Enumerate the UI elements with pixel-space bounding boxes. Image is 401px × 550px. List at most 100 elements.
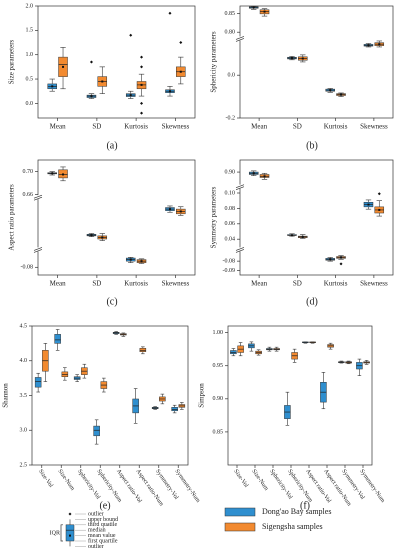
key-iqr: IQR [50,530,60,536]
mean-marker [301,235,304,238]
mean-marker [329,89,332,92]
mean-marker [62,173,65,176]
y-tick-label: 0.85 [225,11,236,17]
y-axis-label: Shannon [2,383,10,408]
axis-break [237,36,243,41]
mean-marker [340,256,343,259]
y-tick-label: 0.85 [213,429,224,435]
key-label: median [88,528,106,534]
mean-marker [367,44,370,47]
legend-swatch [224,522,256,532]
y-tick-label: 2.0 [26,3,34,9]
y-tick-label: -0.2 [226,115,236,121]
outlier [179,41,183,45]
panel-label: (c) [106,296,117,307]
mean-marker [252,6,255,9]
plot-frame [31,325,189,466]
y-tick-label: -0.08 [223,259,236,265]
mean-marker [62,65,65,68]
mean-marker [90,95,93,98]
y-tick-label: 0.06 [225,221,236,227]
x-tick-label: Kurtosis [324,123,348,131]
y-tick-label: -0.09 [223,268,236,274]
y-tick-label: 0.70 [23,169,34,175]
outlier [140,111,144,115]
plot-frame [239,5,394,119]
outlier [377,192,381,196]
key-label: outlier [88,511,104,517]
y-tick-label: 1.00 [213,330,224,336]
x-tick-label: Skewness [162,123,190,131]
y-axis-label: Size parameters [8,39,16,84]
y-tick-label: -0.08 [21,265,34,271]
key-label: upper bound [88,517,118,523]
y-tick-label: 0.90 [213,396,224,402]
legend-label: Sigengsha samples [262,522,323,531]
mean-marker [340,93,343,96]
x-tick-label: Size-Vol [37,468,54,489]
outlier [140,101,144,105]
key-outlier [68,512,72,516]
y-tick-label: 3.0 [20,428,28,434]
key-label: outlier [88,544,104,550]
mean-marker [329,258,332,261]
x-tick-label: Size-Vol [232,468,249,489]
outlier [339,262,343,266]
x-tick-label: Kurtosis [124,123,148,131]
box [93,425,100,437]
plot-frame [37,5,196,119]
axis-break-mark [235,36,245,42]
x-tick-label: Skewness [360,280,388,288]
key-box [65,524,75,542]
y-tick-label: 0.90 [225,169,236,175]
axis-break [237,247,243,252]
outlier [129,33,133,37]
axis-break-mark [235,184,245,190]
mean-marker [140,260,143,263]
plot-frame [227,325,373,466]
y-tick-label: 0.0 [228,73,236,79]
outlier [140,55,144,59]
x-tick-label: SD [92,280,101,288]
legend-swatch [224,507,256,517]
panel-label: (f) [300,500,310,511]
panel-label: (e) [99,500,110,511]
key-label: first quartile [88,537,118,544]
mean-marker [129,258,132,261]
plot-frame [239,159,394,276]
x-tick-label: Kurtosis [324,280,348,288]
axis-break [237,184,243,189]
x-tick-label: Kurtosis [124,280,148,288]
mean-marker [51,172,54,175]
y-tick-label: 1.0 [26,52,34,58]
mean-marker [301,57,304,60]
mean-marker [378,43,381,46]
y-axis-label: Sphericity parameters [210,31,218,93]
x-tick-label: Skewness [360,123,388,131]
x-tick-label: Skewness [162,280,190,288]
mean-marker [290,234,293,237]
plot-frame [37,159,196,276]
axis-break-mark [33,247,43,253]
mean-marker [90,234,93,237]
axis-break-mark [33,194,43,201]
y-tick-label: 4.5 [20,323,28,329]
y-tick-label: 0.80 [225,30,236,36]
y-tick-label: 1.5 [26,28,34,34]
mean-marker [179,210,182,213]
mean-marker [290,57,293,60]
box [34,377,42,388]
mean-marker [140,83,143,86]
mean-marker [101,236,104,239]
panel-label: (a) [106,140,117,151]
y-axis-label: Symmetry parameters [210,186,218,248]
mean-marker [168,208,171,211]
axis-break [35,195,41,200]
mean-marker [367,203,370,206]
x-tick-label: SD [293,280,302,288]
key-iqr-bracket [60,524,63,542]
key-mean [69,534,71,537]
outlier [140,65,144,69]
y-tick-label: 0.0 [26,101,34,107]
mean-marker [179,70,182,73]
